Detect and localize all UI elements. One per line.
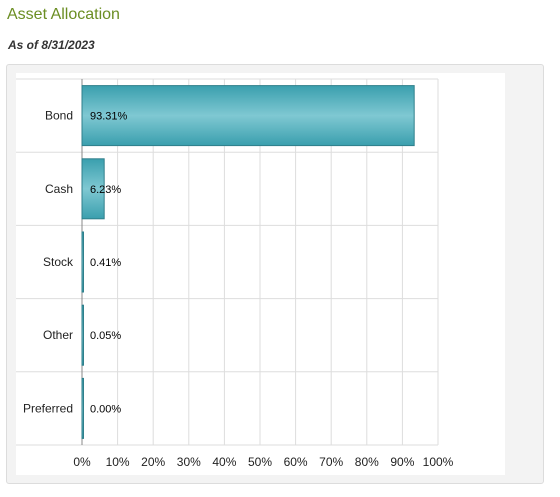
x-tick-label: 10%	[106, 455, 130, 469]
category-label: Other	[43, 328, 73, 342]
data-label: 6.23%	[90, 184, 121, 196]
data-label: 93.31%	[90, 111, 128, 123]
category-label: Preferred	[23, 401, 73, 415]
x-tick-label: 50%	[248, 455, 272, 469]
category-label: Bond	[45, 109, 73, 123]
x-tick-label: 40%	[212, 455, 236, 469]
bar-stock	[81, 231, 84, 293]
x-tick-label: 60%	[284, 455, 308, 469]
category-label: Stock	[43, 255, 74, 269]
bars	[81, 85, 415, 439]
x-tick-label: 90%	[390, 455, 414, 469]
bar-preferred	[81, 377, 84, 439]
category-label: Cash	[45, 182, 73, 196]
x-tick-label: 70%	[319, 455, 343, 469]
data-label: 0.05%	[90, 330, 121, 342]
x-tick-label: 0%	[73, 455, 91, 469]
x-tick-label: 20%	[141, 455, 165, 469]
bar-cash	[81, 158, 105, 220]
chart-title: Asset Allocation	[7, 6, 120, 23]
bar-other	[81, 304, 84, 366]
bar-bond	[81, 85, 415, 147]
data-label: 0.00%	[90, 403, 121, 415]
as-of-date: As of 8/31/2023	[8, 38, 95, 52]
labels: 0% 10% 20% 30% 40% 50% 60% 70% 80% 90% 100% Bond 93.…	[23, 109, 454, 469]
x-tick-label: 100%	[423, 455, 454, 469]
x-tick-label: 80%	[355, 455, 379, 469]
x-tick-label: 30%	[177, 455, 201, 469]
data-label: 0.41%	[90, 257, 121, 269]
